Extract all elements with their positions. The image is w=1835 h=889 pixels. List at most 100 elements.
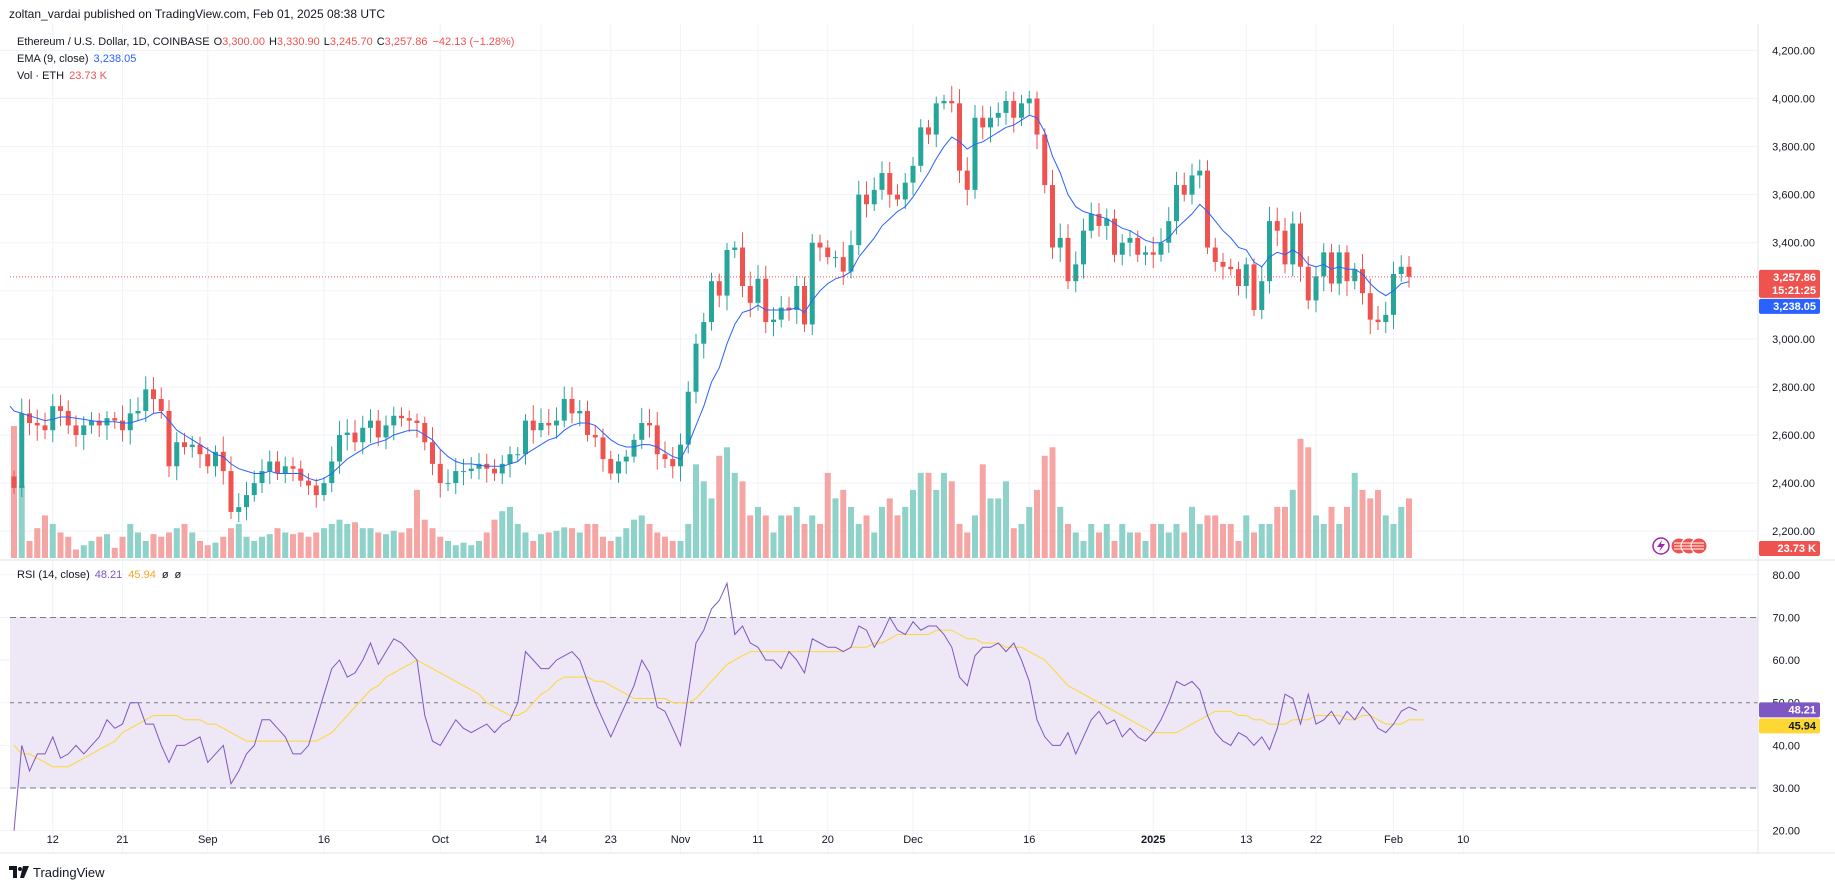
candle[interactable] — [561, 386, 567, 428]
candle[interactable] — [592, 425, 598, 448]
candle[interactable] — [1057, 223, 1063, 262]
candle[interactable] — [399, 407, 404, 427]
candle[interactable] — [1305, 256, 1311, 310]
candle[interactable] — [771, 307, 776, 337]
candle[interactable] — [1034, 91, 1040, 150]
candle[interactable] — [1360, 254, 1365, 305]
candle[interactable] — [523, 414, 528, 465]
candle[interactable] — [530, 405, 536, 444]
candle[interactable] — [73, 415, 79, 447]
candle[interactable] — [840, 241, 846, 286]
candle[interactable] — [1267, 206, 1272, 294]
candle[interactable] — [1127, 229, 1133, 257]
candle[interactable] — [34, 409, 40, 441]
candle[interactable] — [461, 458, 466, 486]
candle[interactable] — [1352, 262, 1358, 290]
candle[interactable] — [282, 456, 288, 484]
volume-legend[interactable]: Vol · ETH 23.73 K — [17, 70, 108, 82]
candle[interactable] — [1313, 266, 1319, 313]
candle[interactable] — [1197, 159, 1203, 189]
candle[interactable] — [600, 428, 606, 472]
candle[interactable] — [995, 102, 1001, 127]
candle[interactable] — [197, 436, 203, 468]
candle[interactable] — [879, 161, 885, 200]
candle[interactable] — [740, 232, 745, 298]
candle[interactable] — [143, 376, 149, 423]
candle[interactable] — [1181, 172, 1187, 202]
candle[interactable] — [306, 473, 311, 495]
candle[interactable] — [778, 296, 784, 328]
candle[interactable] — [290, 457, 296, 482]
candle[interactable] — [538, 408, 544, 438]
candle[interactable] — [236, 493, 242, 523]
candle[interactable] — [546, 409, 552, 436]
tradingview-logo[interactable]: TradingView — [9, 865, 105, 880]
candle[interactable] — [453, 458, 459, 495]
candle[interactable] — [375, 410, 381, 447]
candle[interactable] — [1329, 243, 1334, 292]
candle[interactable] — [933, 96, 939, 148]
candle[interactable] — [1406, 255, 1412, 288]
candle[interactable] — [499, 455, 505, 485]
candle[interactable] — [414, 413, 420, 438]
candle[interactable] — [174, 432, 180, 481]
candle[interactable] — [1375, 305, 1381, 330]
candle[interactable] — [569, 387, 575, 424]
candle[interactable] — [1011, 91, 1017, 133]
candle[interactable] — [205, 447, 211, 474]
candle[interactable] — [957, 89, 962, 183]
candle[interactable] — [856, 180, 862, 256]
candles[interactable] — [11, 86, 1412, 523]
candle[interactable] — [228, 456, 234, 519]
candle[interactable] — [158, 387, 164, 419]
candle[interactable] — [949, 86, 955, 113]
candle[interactable] — [96, 412, 102, 437]
candle[interactable] — [1088, 202, 1094, 239]
candle[interactable] — [329, 446, 335, 493]
candle[interactable] — [166, 400, 172, 478]
candle[interactable] — [755, 265, 761, 311]
candle[interactable] — [647, 408, 652, 438]
candle[interactable] — [1336, 244, 1342, 296]
ema-legend[interactable]: EMA (9, close) 3,238.05 — [17, 53, 136, 65]
candle[interactable] — [1143, 245, 1148, 266]
candle[interactable] — [670, 447, 676, 479]
candle[interactable] — [608, 450, 614, 480]
candle[interactable] — [623, 449, 629, 474]
candle[interactable] — [1104, 208, 1110, 240]
candle[interactable] — [1298, 212, 1303, 282]
candle[interactable] — [406, 410, 412, 433]
candle[interactable] — [802, 276, 807, 332]
candle[interactable] — [213, 445, 218, 477]
candle[interactable] — [864, 181, 869, 218]
candle[interactable] — [631, 433, 637, 463]
candle[interactable] — [135, 397, 141, 422]
candle[interactable] — [1367, 278, 1373, 335]
candle[interactable] — [321, 477, 327, 502]
candle[interactable] — [716, 273, 722, 308]
candle[interactable] — [662, 441, 668, 468]
rsi-legend[interactable]: RSI (14, close) 48.21 45.94 ø ø — [17, 569, 182, 581]
candle[interactable] — [1274, 207, 1280, 247]
candle[interactable] — [11, 470, 17, 494]
chart-events[interactable] — [1652, 537, 1708, 555]
candle[interactable] — [786, 296, 792, 321]
candle[interactable] — [1166, 207, 1172, 253]
candle[interactable] — [430, 427, 435, 476]
candle[interactable] — [1391, 261, 1396, 330]
candle[interactable] — [182, 432, 187, 455]
candle[interactable] — [1189, 163, 1195, 205]
candle[interactable] — [1220, 253, 1226, 280]
candle[interactable] — [763, 265, 769, 334]
candle[interactable] — [1073, 251, 1079, 293]
candle[interactable] — [251, 470, 257, 502]
candle[interactable] — [89, 412, 94, 434]
candle[interactable] — [794, 275, 800, 324]
candle[interactable] — [259, 459, 265, 493]
candle[interactable] — [895, 184, 900, 206]
candle[interactable] — [1205, 160, 1210, 255]
candle[interactable] — [1081, 218, 1086, 279]
candle[interactable] — [817, 234, 823, 262]
candle[interactable] — [352, 419, 358, 452]
candle[interactable] — [1243, 257, 1249, 299]
